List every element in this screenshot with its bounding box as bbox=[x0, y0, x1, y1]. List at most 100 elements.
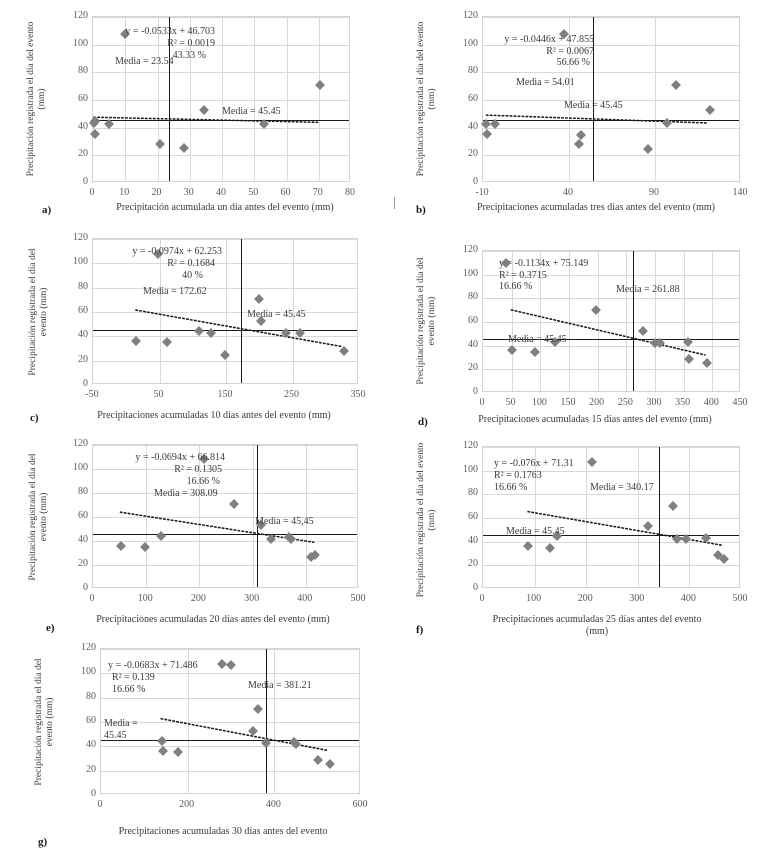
gridline-horizontal bbox=[483, 470, 739, 472]
x-axis-title-line2: (mm) bbox=[585, 626, 609, 637]
regression-equation: y = -0.0694x + 66.814 bbox=[135, 452, 225, 463]
y-tick-label: 120 bbox=[463, 10, 478, 21]
data-point bbox=[173, 747, 184, 758]
gridline-horizontal bbox=[483, 127, 739, 129]
data-point bbox=[178, 142, 189, 153]
y-tick-label: 80 bbox=[78, 280, 88, 292]
y-tick-label: 80 bbox=[86, 690, 96, 702]
mean-y-label: Media = 45.45 bbox=[564, 100, 623, 111]
x-tick-label: 0 bbox=[479, 593, 485, 604]
y-tick-label: 20 bbox=[86, 763, 96, 775]
gridline-horizontal bbox=[483, 274, 739, 276]
plot-area bbox=[92, 444, 358, 588]
gridline-horizontal bbox=[483, 518, 739, 519]
mean-x-label: Media = 172.62 bbox=[143, 286, 207, 297]
gridline-horizontal bbox=[93, 312, 357, 313]
x-tick-label: 250 bbox=[617, 397, 633, 408]
y-tick-label: 100 bbox=[73, 256, 88, 268]
data-point bbox=[140, 542, 151, 552]
gridline-horizontal bbox=[483, 100, 739, 101]
y-tick-label: 60 bbox=[468, 315, 478, 326]
data-point bbox=[285, 534, 296, 545]
plot-area bbox=[481, 16, 740, 182]
y-axis-ticks: 0 20 40 60 80 100 120 bbox=[62, 439, 88, 593]
mean-x-line bbox=[168, 17, 170, 181]
gridline-horizontal bbox=[101, 746, 359, 748]
y-tick-label: 120 bbox=[463, 244, 478, 255]
panel-letter-c: c) bbox=[30, 412, 39, 424]
y-axis-ticks: 0 20 40 60 80 100 120 bbox=[62, 11, 88, 187]
gridline-horizontal bbox=[93, 287, 357, 289]
gridline-vertical bbox=[712, 251, 714, 391]
plot-area bbox=[92, 238, 358, 384]
gridline-horizontal bbox=[93, 239, 357, 240]
x-tick-label: -10 bbox=[475, 187, 489, 198]
y-axis-ticks: 0 20 40 60 80 100 120 bbox=[452, 245, 478, 397]
regression-equation: y = -0.0446x + 47.855 bbox=[504, 34, 594, 45]
gridline-vertical bbox=[655, 251, 656, 391]
data-point bbox=[229, 499, 239, 509]
y-tick-label: 0 bbox=[83, 582, 88, 593]
x-axis-title-line1: Precipitaciones acumuladas 20 días antes… bbox=[96, 614, 330, 625]
x-axis-title-line1: Precipitaciones acumuladas 25 días antes… bbox=[492, 614, 702, 625]
x-axis-title: Precipitaciones acumuladas 10 días antes… bbox=[40, 410, 388, 422]
x-tick-label: 600 bbox=[352, 799, 368, 810]
data-point bbox=[667, 500, 678, 511]
percent-label: 56.66 % bbox=[556, 57, 590, 68]
y-tick-label: 60 bbox=[78, 305, 88, 316]
y-tick-label: 60 bbox=[78, 93, 88, 104]
y-tick-label: 80 bbox=[78, 486, 88, 497]
chart-panel-g: Precipitación registrada el día del even… bbox=[0, 634, 400, 848]
data-point bbox=[506, 345, 517, 356]
gridline-horizontal bbox=[93, 155, 349, 157]
data-point bbox=[89, 128, 100, 139]
regression-equation: y = -0.1134x + 75.149 bbox=[499, 258, 589, 269]
y-axis-title: Precipitación registrada el día del even… bbox=[416, 257, 437, 385]
data-point bbox=[315, 80, 326, 91]
data-point bbox=[684, 354, 695, 365]
gridline-horizontal bbox=[483, 565, 739, 567]
gridline-vertical bbox=[286, 17, 288, 181]
mean-x-line bbox=[658, 447, 660, 587]
x-tick-label: 50 bbox=[505, 397, 516, 408]
x-axis-title: Precipitaciones acumuladas 20 días antes… bbox=[38, 614, 388, 626]
mean-x-label: Media = 308.09 bbox=[154, 488, 218, 499]
regression-equation: y = -0.0533x + 46.703 bbox=[125, 26, 215, 37]
mean-y-label: Media = 45.45 bbox=[222, 106, 281, 117]
data-point bbox=[719, 553, 730, 564]
gridline-horizontal bbox=[483, 251, 739, 252]
y-axis-title: Precipitación registrada el día del even… bbox=[416, 21, 437, 177]
x-axis-title-line1: Precipitación acumulada un día antes del… bbox=[116, 202, 334, 213]
y-tick-label: 120 bbox=[73, 232, 88, 243]
mean-y-label: Media = 45.45 bbox=[247, 309, 306, 320]
gridline-vertical bbox=[125, 17, 127, 181]
y-tick-label: 40 bbox=[78, 120, 88, 132]
gridline-horizontal bbox=[93, 493, 357, 494]
data-point bbox=[576, 129, 586, 140]
mean-y-label: Media = 45,45 bbox=[255, 516, 314, 527]
r-squared-label: R² = 0.3715 bbox=[499, 270, 547, 281]
gridline-horizontal bbox=[93, 44, 349, 46]
y-tick-label: 40 bbox=[78, 329, 88, 341]
gridline-vertical bbox=[637, 447, 639, 587]
mean-x-line bbox=[593, 17, 595, 181]
x-tick-label: 200 bbox=[179, 799, 195, 810]
x-tick-label: 30 bbox=[183, 187, 194, 198]
x-tick-label: 20 bbox=[151, 187, 162, 198]
r-squared-label: R² = 0.0067 bbox=[546, 46, 594, 57]
y-tick-label: 80 bbox=[468, 291, 478, 303]
y-tick-label: 120 bbox=[73, 10, 88, 21]
gridline-vertical bbox=[222, 17, 223, 181]
chart-panel-c: Precipitación registrada el día del even… bbox=[0, 224, 390, 425]
r-squared-label: R² = 0.1684 bbox=[167, 258, 215, 269]
y-tick-label: 0 bbox=[91, 788, 96, 799]
gridline-horizontal bbox=[93, 100, 349, 101]
panel-letter-e: e) bbox=[46, 622, 55, 634]
x-tick-label: 150 bbox=[560, 397, 576, 408]
percent-label: 16.66 % bbox=[494, 482, 528, 493]
percent-label: 40 % bbox=[182, 270, 203, 281]
x-tick-label: 50 bbox=[153, 389, 164, 400]
y-tick-label: 20 bbox=[78, 353, 88, 365]
x-tick-label: 60 bbox=[280, 187, 291, 198]
x-tick-label: 140 bbox=[732, 187, 748, 198]
